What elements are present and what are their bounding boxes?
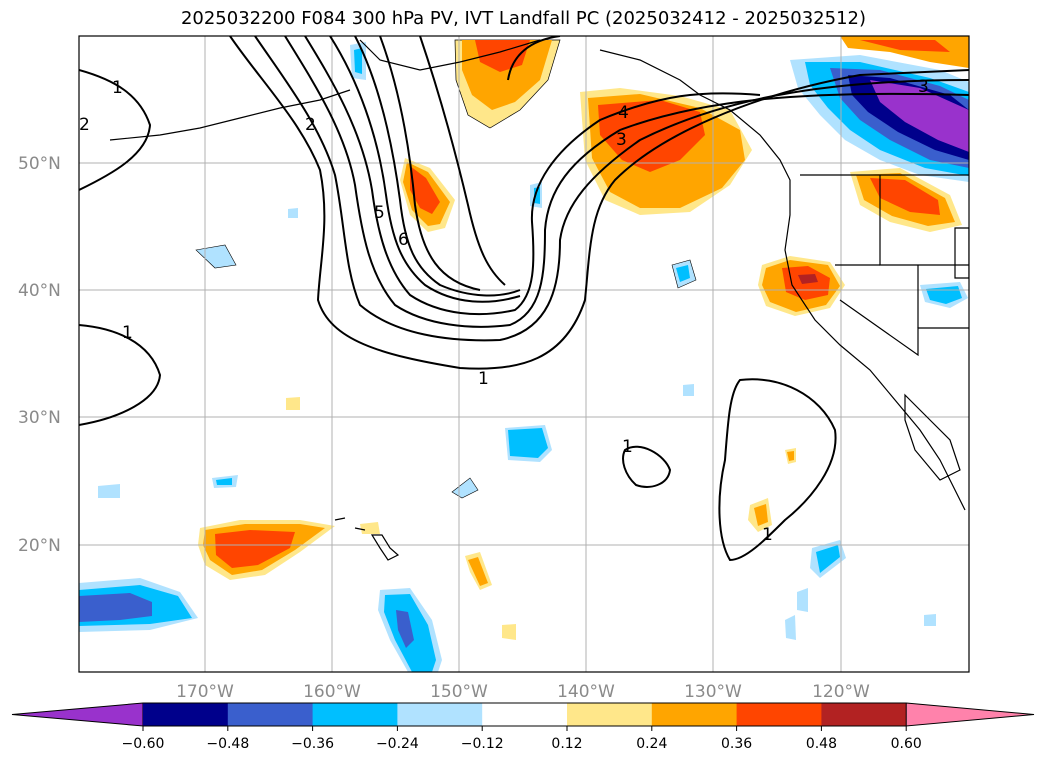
colorbar-tick-label: −0.48	[206, 736, 249, 752]
colorbar-tick-label: 0.36	[721, 736, 752, 752]
contour-label: 1	[122, 323, 133, 343]
colorbar-tick-label: −0.60	[122, 736, 165, 752]
colorbar-tick-label: −0.36	[291, 736, 334, 752]
contour-label: 1	[112, 78, 123, 98]
colorbar-tick-label: −0.24	[376, 736, 419, 752]
contour-label: 1	[762, 525, 773, 545]
lon-label-150w: 150°W	[430, 682, 488, 702]
pv-contours	[79, 36, 969, 562]
lon-labels: 170°W 160°W 150°W 140°W 130°W 120°W	[176, 682, 870, 702]
colorbar-frame	[143, 702, 907, 727]
colorbar-tick-label: 0.48	[806, 736, 837, 752]
lon-label-130w: 130°W	[684, 682, 742, 702]
colorbar-segment	[143, 703, 229, 726]
contour-labels: 1 2 2 5 6 1 1 3 4 1 1 3	[79, 77, 929, 545]
colorbar-segment	[651, 703, 738, 726]
colorbar-segment	[736, 703, 822, 726]
colorbar-tick-label: −0.12	[461, 736, 504, 752]
map-frame	[78, 35, 970, 673]
contour-label: 4	[618, 103, 629, 123]
colorbar-segment	[821, 703, 907, 726]
contour-label: 6	[398, 230, 409, 250]
contour-label: 3	[616, 130, 627, 150]
contour-label: 1	[622, 437, 633, 457]
contour-label: 1	[478, 369, 489, 389]
lon-label-140w: 140°W	[557, 682, 615, 702]
lat-label-20n: 20°N	[18, 536, 61, 556]
lon-label-160w: 160°W	[303, 682, 361, 702]
colorbar-segment	[312, 703, 398, 726]
lat-labels: 50°N 40°N 30°N 20°N	[18, 154, 61, 556]
colorbar-segment	[567, 703, 653, 726]
colorbar-segment	[482, 703, 568, 726]
colorbar-segment	[397, 703, 483, 726]
colorbar: −0.60 −0.48 −0.36 −0.24 −0.12 0.12 0.24 0.36 0.4…	[11, 702, 1035, 752]
coastlines	[109, 39, 969, 561]
lat-label-50n: 50°N	[18, 154, 61, 174]
colorbar-segment	[227, 703, 314, 726]
gridlines	[79, 36, 969, 672]
map-background	[79, 36, 969, 672]
lon-label-170w: 170°W	[176, 682, 234, 702]
map-title: 2025032200 F084 300 hPa PV, IVT Landfall…	[180, 8, 867, 29]
contour-label: 5	[374, 203, 385, 223]
colorbar-tick-label: 0.60	[891, 736, 922, 752]
contour-label: 2	[79, 115, 90, 135]
contour-label: 3	[918, 77, 929, 97]
lat-label-40n: 40°N	[18, 281, 61, 301]
lon-label-120w: 120°W	[812, 682, 870, 702]
contour-label: 2	[305, 115, 316, 135]
colorbar-extend-low	[11, 702, 144, 727]
colorbar-extend-high	[905, 702, 1035, 727]
colorbar-tick-label: 0.24	[636, 736, 667, 752]
colorbar-tick-label: 0.12	[551, 736, 582, 752]
lat-label-30n: 30°N	[18, 408, 61, 428]
